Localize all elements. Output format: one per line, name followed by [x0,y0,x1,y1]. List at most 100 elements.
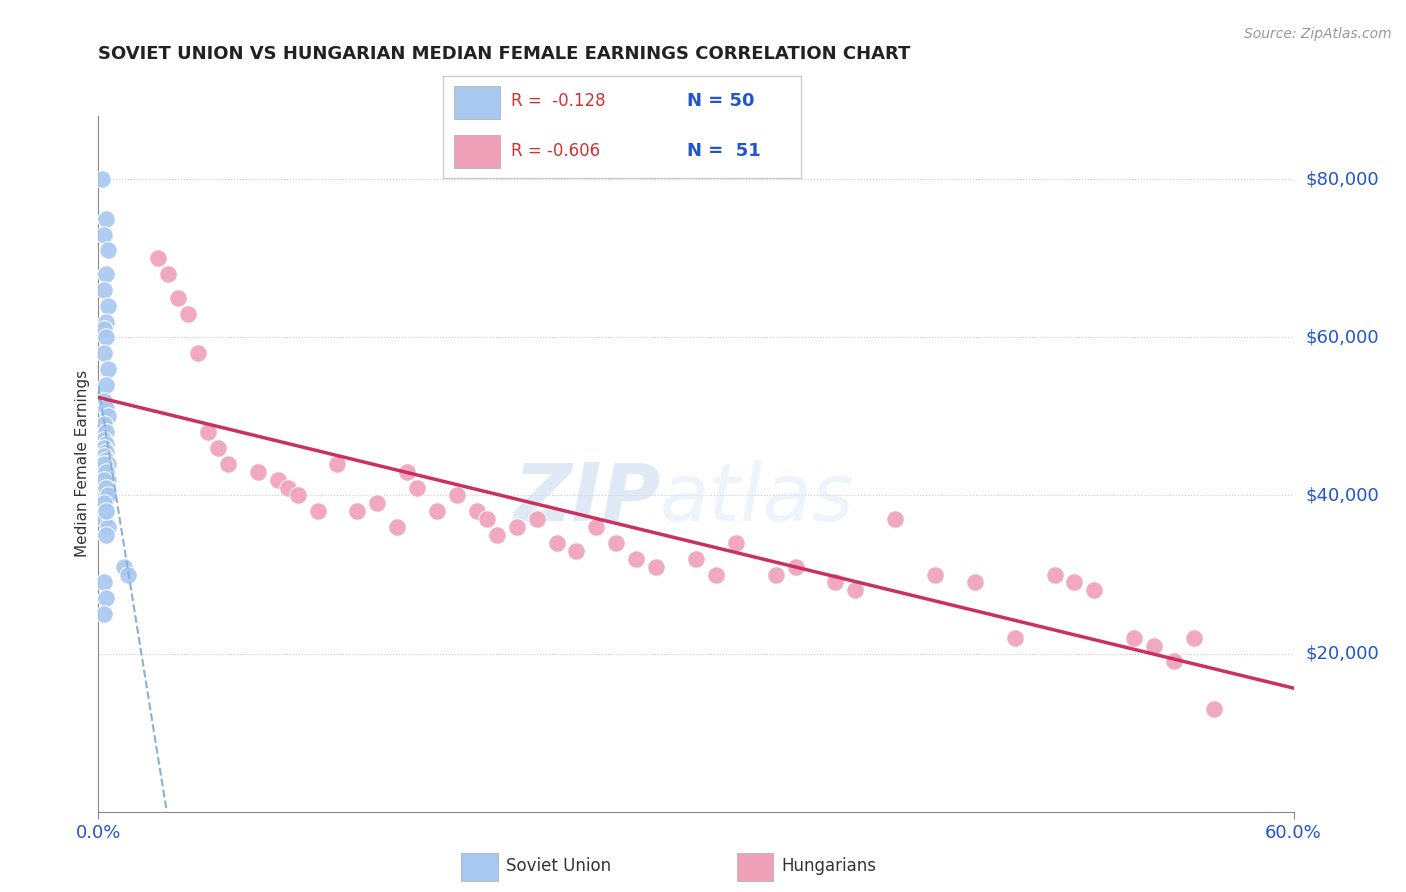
Point [148,252,170,266]
Point [366,496,388,510]
Point [685,551,707,566]
Point [446,488,468,502]
Text: ZIP: ZIP [513,459,661,538]
Point [485,528,508,542]
Point [217,457,239,471]
Point [96,445,118,459]
Point [844,583,866,598]
Point [96,528,118,542]
Point [326,457,349,471]
Bar [461,854,498,881]
Text: Soviet Union: Soviet Union [506,857,612,875]
Point [585,520,607,534]
Point [96,488,118,502]
Point [93,460,115,475]
Point [93,441,115,455]
Point [1123,631,1146,645]
Point [167,291,190,305]
Point [624,551,647,566]
Point [93,496,115,510]
Point [426,504,449,518]
Text: $40,000: $40,000 [1305,486,1379,505]
Point [93,417,115,432]
Point [1143,639,1166,653]
Point [96,481,118,495]
Point [97,488,120,502]
Point [97,520,120,534]
Point [112,559,135,574]
Point [91,172,114,186]
Text: N = 50: N = 50 [686,93,754,111]
Point [96,330,118,344]
Point [96,465,118,479]
Point [93,393,115,408]
Point [1004,631,1026,645]
Point [97,362,120,376]
Text: N =  51: N = 51 [686,142,761,160]
Point [96,314,118,328]
Point [117,567,139,582]
Point [93,481,115,495]
Point [565,544,588,558]
Point [546,536,568,550]
Point [93,607,115,621]
Point [93,468,115,483]
Point [396,465,419,479]
Point [884,512,907,526]
Point [1163,655,1185,669]
Text: $20,000: $20,000 [1305,645,1379,663]
Point [93,457,115,471]
Point [465,504,488,518]
Point [197,425,219,440]
Point [385,520,409,534]
Point [93,575,115,590]
Point [97,484,120,499]
Text: SOVIET UNION VS HUNGARIAN MEDIAN FEMALE EARNINGS CORRELATION CHART: SOVIET UNION VS HUNGARIAN MEDIAN FEMALE … [98,45,911,62]
Point [93,449,115,463]
Point [93,322,115,336]
Bar [454,87,501,119]
Point [96,504,118,518]
Point [1063,575,1085,590]
Point [177,307,200,321]
Bar [454,136,501,168]
Point [97,244,120,258]
Point [96,591,118,606]
Point [97,473,120,487]
Point [96,453,118,467]
Point [645,559,668,574]
Point [187,346,209,360]
Point [96,476,118,491]
Text: $60,000: $60,000 [1305,328,1379,346]
Point [96,425,118,440]
Point [475,512,498,526]
Point [1083,583,1105,598]
Text: R = -0.606: R = -0.606 [510,142,600,160]
Point [307,504,329,518]
Point [93,346,115,360]
Point [824,575,846,590]
Point [96,267,118,281]
Point [924,567,946,582]
Point [96,377,118,392]
Point [1202,702,1225,716]
Point [93,227,115,242]
Point [704,567,727,582]
Point [406,481,429,495]
Point [526,512,548,526]
Point [96,437,118,451]
Text: Hungarians: Hungarians [782,857,877,875]
Point [97,457,120,471]
Point [277,481,299,495]
Text: Source: ZipAtlas.com: Source: ZipAtlas.com [1244,27,1392,41]
Point [96,401,118,416]
Point [246,465,269,479]
Point [97,299,120,313]
Point [93,473,115,487]
Point [506,520,529,534]
Text: atlas: atlas [661,459,855,538]
Point [1043,567,1066,582]
Point [346,504,368,518]
Y-axis label: Median Female Earnings: Median Female Earnings [75,370,90,558]
Point [96,504,118,518]
